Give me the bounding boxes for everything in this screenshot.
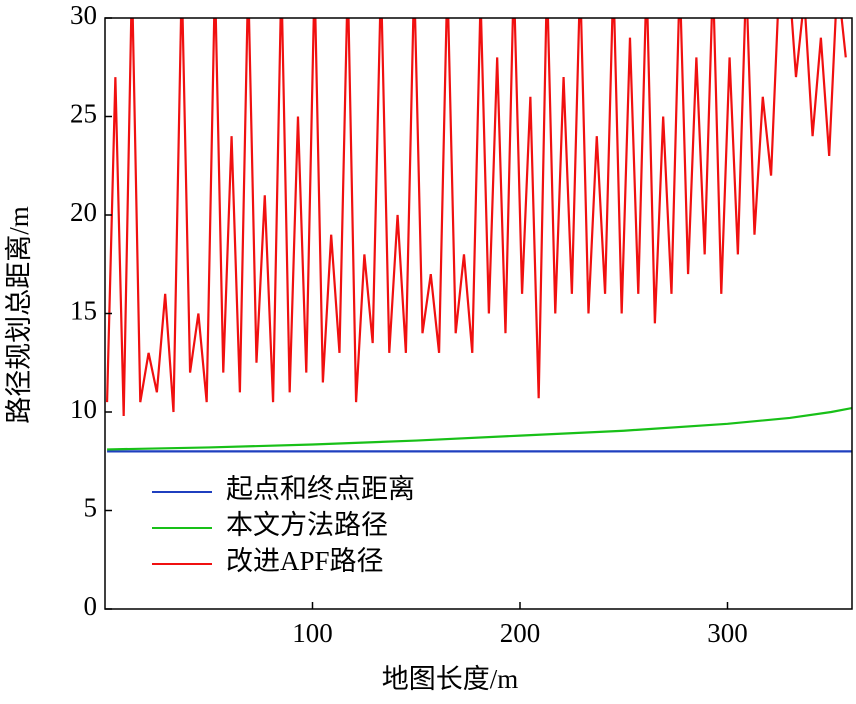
- y-tick-label: 15: [70, 296, 97, 326]
- x-tick-label: 100: [292, 618, 333, 648]
- plot-area: [105, 18, 852, 453]
- legend-label: 本文方法路径: [226, 510, 388, 540]
- legend-label: 起点和终点距离: [226, 474, 415, 504]
- y-tick-label: 20: [70, 197, 97, 227]
- y-tick-label: 0: [84, 591, 98, 621]
- series-line: [105, 18, 847, 416]
- y-tick-label: 10: [70, 394, 97, 424]
- x-axis-label: 地图长度/m: [382, 664, 519, 694]
- y-tick-label: 25: [70, 99, 97, 129]
- x-tick-label: 200: [500, 618, 541, 648]
- y-tick-label: 5: [84, 493, 98, 523]
- y-tick-label: 30: [70, 0, 97, 30]
- x-tick-label: 300: [707, 618, 748, 648]
- legend-label: 改进APF路径: [226, 546, 384, 576]
- y-axis-label: 路径规划总距离/m: [4, 206, 34, 424]
- series-line: [107, 406, 852, 451]
